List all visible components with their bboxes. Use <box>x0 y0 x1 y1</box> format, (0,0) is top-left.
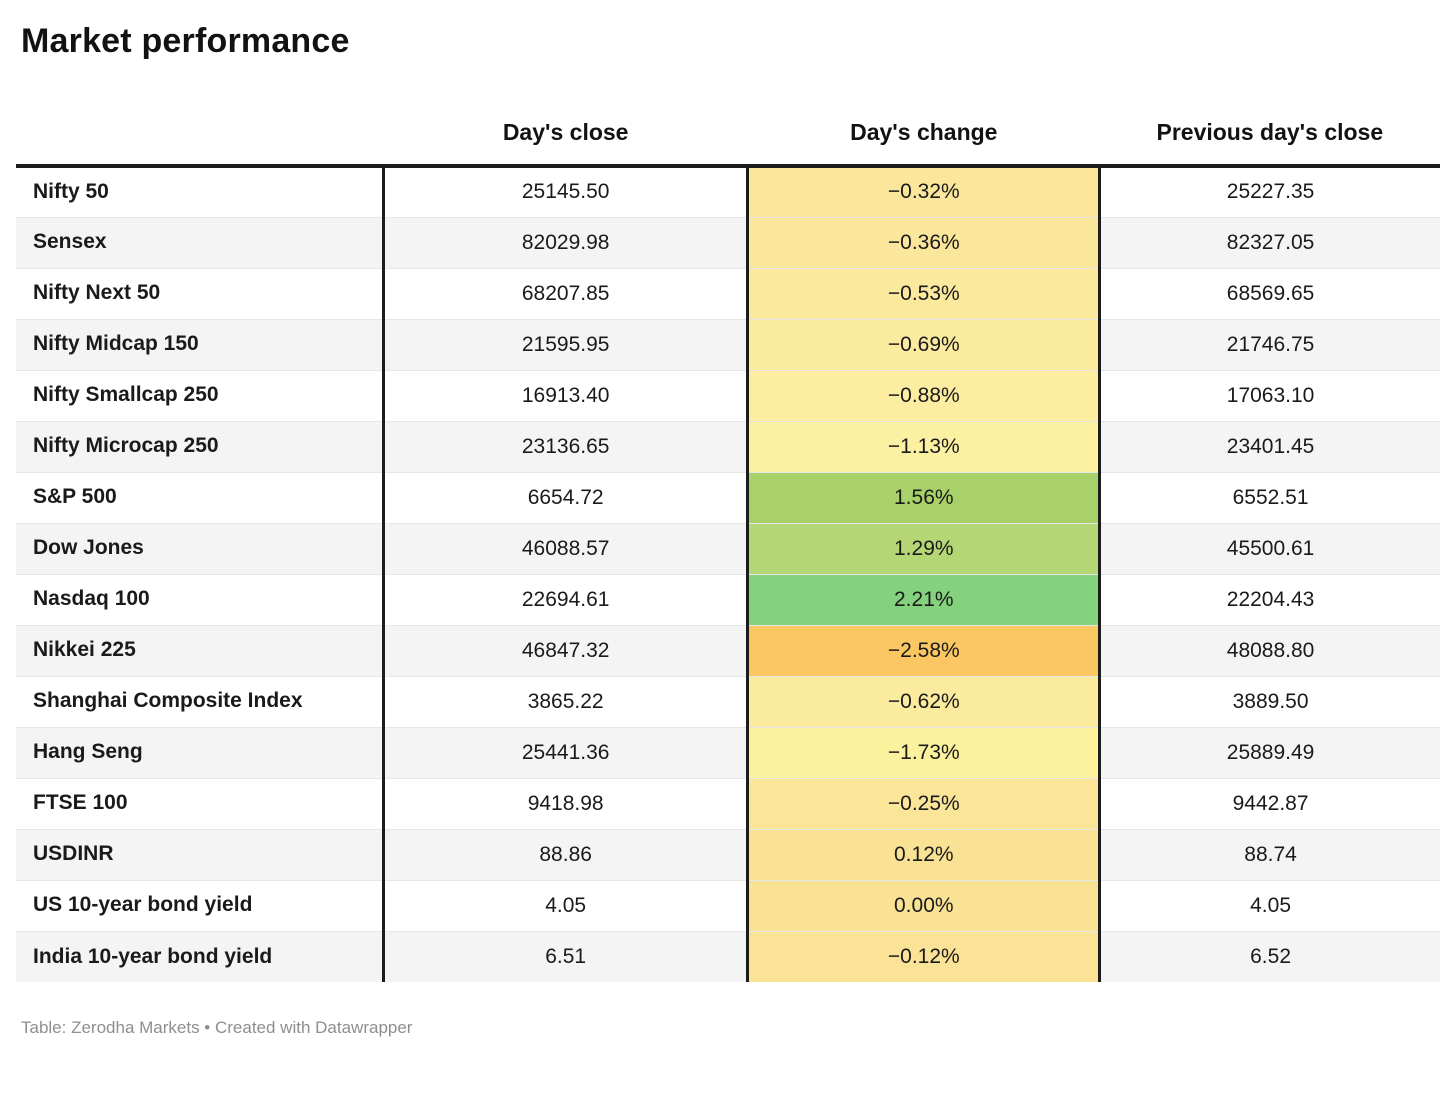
cell-previous-days-close: 25889.49 <box>1099 726 1440 778</box>
cell-days-change: −0.53% <box>746 267 1102 319</box>
cell-previous-days-close: 48088.80 <box>1099 624 1440 676</box>
cell-days-close: 46088.57 <box>383 522 748 574</box>
cell-previous-days-close: 6552.51 <box>1099 471 1440 523</box>
cell-previous-days-close: 4.05 <box>1099 879 1440 931</box>
table-row: Nikkei 225 46847.32 −2.58% 48088.80 <box>16 624 1440 676</box>
row-label: Nifty 50 <box>33 180 109 204</box>
row-label: Hang Seng <box>33 740 143 764</box>
row-label: Nifty Smallcap 250 <box>33 383 219 407</box>
cell-days-close: 88.86 <box>383 828 748 880</box>
cell-days-close: 25441.36 <box>383 726 748 778</box>
table-row: Nasdaq 100 22694.61 2.21% 22204.43 <box>16 573 1440 625</box>
cell-days-close: 46847.32 <box>383 624 748 676</box>
table-body: Nifty 50 25145.50 −0.32% 25227.35 Sensex… <box>16 166 1440 982</box>
cell-days-close: 68207.85 <box>383 267 748 319</box>
cell-days-close: 21595.95 <box>383 318 748 370</box>
cell-days-change: 2.21% <box>746 573 1102 625</box>
cell-days-change: −0.62% <box>746 675 1102 727</box>
cell-previous-days-close: 17063.10 <box>1099 369 1440 421</box>
cell-days-close: 23136.65 <box>383 420 748 472</box>
row-label: India 10-year bond yield <box>33 944 273 968</box>
table-row: Nifty Midcap 150 21595.95 −0.69% 21746.7… <box>16 318 1440 370</box>
row-label: US 10-year bond yield <box>33 893 253 917</box>
cell-previous-days-close: 3889.50 <box>1099 675 1440 727</box>
row-label: Shanghai Composite Index <box>33 689 303 713</box>
cell-previous-days-close: 88.74 <box>1099 828 1440 880</box>
table-row: Nifty 50 25145.50 −0.32% 25227.35 <box>16 166 1440 217</box>
cell-days-change: −0.88% <box>746 369 1102 421</box>
header-row: Day's close Day's change Previous day's … <box>16 61 1440 168</box>
cell-days-change: −0.32% <box>746 166 1102 217</box>
cell-days-close: 6.51 <box>383 930 748 982</box>
cell-days-change: −0.69% <box>746 318 1102 370</box>
table-row: Nifty Smallcap 250 16913.40 −0.88% 17063… <box>16 369 1440 421</box>
cell-days-change: −0.25% <box>746 777 1102 829</box>
table-row: Nifty Next 50 68207.85 −0.53% 68569.65 <box>16 267 1440 319</box>
cell-days-change: −0.36% <box>746 216 1102 268</box>
table-row: Dow Jones 46088.57 1.29% 45500.61 <box>16 522 1440 574</box>
cell-days-change: 0.00% <box>746 879 1102 931</box>
cell-days-close: 9418.98 <box>383 777 748 829</box>
cell-previous-days-close: 21746.75 <box>1099 318 1440 370</box>
cell-previous-days-close: 22204.43 <box>1099 573 1440 625</box>
cell-previous-days-close: 82327.05 <box>1099 216 1440 268</box>
cell-days-close: 6654.72 <box>383 471 748 523</box>
cell-previous-days-close: 6.52 <box>1099 930 1440 982</box>
table-row: US 10-year bond yield 4.05 0.00% 4.05 <box>16 879 1440 931</box>
row-label: USDINR <box>33 842 114 866</box>
table-row: Nifty Microcap 250 23136.65 −1.13% 23401… <box>16 420 1440 472</box>
column-header-days-change: Day's change <box>747 61 1100 168</box>
cell-days-change: −0.12% <box>746 930 1102 982</box>
row-label: FTSE 100 <box>33 791 128 815</box>
row-label: Dow Jones <box>33 536 144 560</box>
row-label: Nifty Midcap 150 <box>33 332 199 356</box>
table-row: USDINR 88.86 0.12% 88.74 <box>16 828 1440 880</box>
cell-days-close: 16913.40 <box>383 369 748 421</box>
table-row: FTSE 100 9418.98 −0.25% 9442.87 <box>16 777 1440 829</box>
cell-days-close: 3865.22 <box>383 675 748 727</box>
table-footer: Table: Zerodha Markets • Created with Da… <box>21 1018 413 1037</box>
table-header: Day's close Day's change Previous day's … <box>16 61 1440 168</box>
page-title: Market performance <box>21 22 350 60</box>
cell-days-close: 22694.61 <box>383 573 748 625</box>
table-row: Sensex 82029.98 −0.36% 82327.05 <box>16 216 1440 268</box>
cell-days-change: −2.58% <box>746 624 1102 676</box>
cell-previous-days-close: 25227.35 <box>1226 180 1315 204</box>
cell-previous-days-close: 45500.61 <box>1099 522 1440 574</box>
row-label: Nifty Next 50 <box>33 281 161 305</box>
cell-days-change: −1.13% <box>746 420 1102 472</box>
row-label: Nifty Microcap 250 <box>33 434 219 458</box>
row-label: Sensex <box>33 230 107 254</box>
cell-days-close: 25145.50 <box>521 180 610 204</box>
column-header-days-close: Day's close <box>383 61 748 168</box>
row-label: S&P 500 <box>33 485 117 509</box>
table-row: S&P 500 6654.72 1.56% 6552.51 <box>16 471 1440 523</box>
column-header-empty <box>16 61 384 168</box>
cell-previous-days-close: 23401.45 <box>1099 420 1440 472</box>
cell-days-close: 4.05 <box>383 879 748 931</box>
table-row: Shanghai Composite Index 3865.22 −0.62% … <box>16 675 1440 727</box>
row-label: Nasdaq 100 <box>33 587 150 611</box>
cell-days-change: 0.12% <box>746 828 1102 880</box>
cell-previous-days-close: 9442.87 <box>1099 777 1440 829</box>
market-performance-table: Day's close Day's change Previous day's … <box>16 61 1440 982</box>
cell-days-change: −1.73% <box>746 726 1102 778</box>
column-header-previous-days-close: Previous day's close <box>1099 61 1440 168</box>
table-row: Hang Seng 25441.36 −1.73% 25889.49 <box>16 726 1440 778</box>
table-row: India 10-year bond yield 6.51 −0.12% 6.5… <box>16 930 1440 982</box>
cell-days-close: 82029.98 <box>383 216 748 268</box>
cell-previous-days-close: 68569.65 <box>1099 267 1440 319</box>
cell-days-change: 1.56% <box>746 471 1102 523</box>
cell-days-change: 1.29% <box>746 522 1102 574</box>
row-label: Nikkei 225 <box>33 638 136 662</box>
